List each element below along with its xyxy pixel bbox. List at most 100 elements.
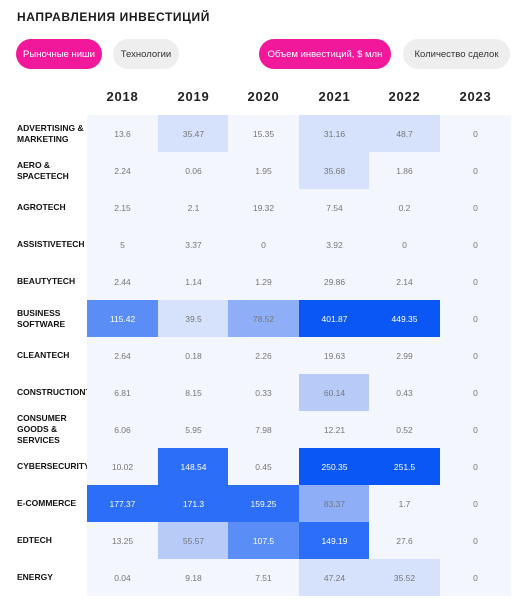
value-cell[interactable]: 2.99 xyxy=(369,337,440,374)
year-header-2019: 2019 xyxy=(177,88,210,104)
value-cell[interactable]: 0.06 xyxy=(158,152,229,189)
value-cell[interactable]: 2.15 xyxy=(87,189,158,226)
table-row: CLEANTECH 2.64 0.18 2.26 19.63 2.99 0 xyxy=(0,337,518,374)
value-cell[interactable]: 35.47 xyxy=(158,115,229,152)
value-cell[interactable]: 3.92 xyxy=(299,226,370,263)
value-cell[interactable]: 0 xyxy=(440,226,511,263)
value-cell[interactable]: 13.6 xyxy=(87,115,158,152)
value-cell[interactable]: 2.14 xyxy=(369,263,440,300)
value-cell[interactable]: 177.37 xyxy=(87,485,158,522)
value-cell[interactable]: 449.35 xyxy=(369,300,440,337)
value-cell[interactable]: 60.14 xyxy=(299,374,370,411)
value-cell[interactable]: 149.19 xyxy=(299,522,370,559)
table-row: AERO & SPACETECH 2.24 0.06 1.95 35.68 1.86 0 xyxy=(0,152,518,189)
value-cell[interactable]: 0 xyxy=(440,522,511,559)
value-cell[interactable]: 0.52 xyxy=(369,411,440,448)
value-cell[interactable]: 1.95 xyxy=(228,152,299,189)
row-label: ASSISTIVETECH xyxy=(17,239,85,249)
value-cell[interactable]: 10.02 xyxy=(87,448,158,485)
filter-technologies-button[interactable]: Технологии xyxy=(113,39,179,69)
row-label: CLEANTECH xyxy=(17,350,70,360)
value-cell[interactable]: 0 xyxy=(440,485,511,522)
value-cell[interactable]: 250.35 xyxy=(299,448,370,485)
value-cell[interactable]: 2.24 xyxy=(87,152,158,189)
value-cell[interactable]: 5.95 xyxy=(158,411,229,448)
year-header-2018: 2018 xyxy=(106,88,139,104)
value-cell[interactable]: 7.98 xyxy=(228,411,299,448)
value-cell[interactable]: 2.64 xyxy=(87,337,158,374)
value-cell[interactable]: 35.52 xyxy=(369,559,440,596)
value-cell[interactable]: 0 xyxy=(440,152,511,189)
value-cell[interactable]: 35.68 xyxy=(299,152,370,189)
value-cell[interactable]: 2.1 xyxy=(158,189,229,226)
value-cell[interactable]: 47.24 xyxy=(299,559,370,596)
value-cell[interactable]: 2.26 xyxy=(228,337,299,374)
table-row: BUSINESS SOFTWARE 115.42 39.5 78.52 401.87 44… xyxy=(0,300,518,337)
value-cell[interactable]: 0 xyxy=(440,115,511,152)
row-label: CYBERSECURITY xyxy=(17,461,90,471)
value-cell[interactable]: 0 xyxy=(440,448,511,485)
value-cell[interactable]: 107.5 xyxy=(228,522,299,559)
value-cell[interactable]: 0 xyxy=(440,411,511,448)
value-cell[interactable]: 0.43 xyxy=(369,374,440,411)
value-cell[interactable]: 0.18 xyxy=(158,337,229,374)
value-cell[interactable]: 5 xyxy=(87,226,158,263)
year-header-2021: 2021 xyxy=(318,88,351,104)
metric-investment-volume-button[interactable]: Объем инвестиций, $ млн xyxy=(259,39,391,69)
value-cell[interactable]: 115.42 xyxy=(87,300,158,337)
value-cell[interactable]: 148.54 xyxy=(158,448,229,485)
row-label: CONSTRUCTIONTECH xyxy=(17,387,109,397)
value-cell[interactable]: 7.54 xyxy=(299,189,370,226)
value-cell[interactable]: 0 xyxy=(440,559,511,596)
value-cell[interactable]: 0.45 xyxy=(228,448,299,485)
value-cell[interactable]: 0 xyxy=(440,300,511,337)
value-cell[interactable]: 0.04 xyxy=(87,559,158,596)
table-row: CONSTRUCTIONTECH 6.81 8.15 0.33 60.14 0.43 0 xyxy=(0,374,518,411)
value-cell[interactable]: 78.52 xyxy=(228,300,299,337)
row-label: BUSINESS SOFTWARE xyxy=(17,307,66,329)
value-cell[interactable]: 8.15 xyxy=(158,374,229,411)
value-cell[interactable]: 2.44 xyxy=(87,263,158,300)
value-cell[interactable]: 159.25 xyxy=(228,485,299,522)
table-row: ADVERTISING & MARKETING 13.6 35.47 15.35 31.… xyxy=(0,115,518,152)
value-cell[interactable]: 251.5 xyxy=(369,448,440,485)
value-cell[interactable]: 0.33 xyxy=(228,374,299,411)
value-cell[interactable]: 0 xyxy=(440,337,511,374)
value-cell[interactable]: 0 xyxy=(369,226,440,263)
value-cell[interactable]: 15.35 xyxy=(228,115,299,152)
value-cell[interactable]: 1.29 xyxy=(228,263,299,300)
value-cell[interactable]: 0 xyxy=(440,189,511,226)
value-cell[interactable]: 13.25 xyxy=(87,522,158,559)
value-cell[interactable]: 0 xyxy=(440,374,511,411)
value-cell[interactable]: 27.6 xyxy=(369,522,440,559)
value-cell[interactable]: 39.5 xyxy=(158,300,229,337)
value-cell[interactable]: 401.87 xyxy=(299,300,370,337)
value-cell[interactable]: 29.86 xyxy=(299,263,370,300)
value-cell[interactable]: 19.63 xyxy=(299,337,370,374)
value-cell[interactable]: 19.32 xyxy=(228,189,299,226)
value-cell[interactable]: 1.7 xyxy=(369,485,440,522)
value-cell[interactable]: 3.37 xyxy=(158,226,229,263)
value-cell[interactable]: 0 xyxy=(228,226,299,263)
value-cell[interactable]: 6.06 xyxy=(87,411,158,448)
value-cell[interactable]: 6.81 xyxy=(87,374,158,411)
row-label: BEAUTYTECH xyxy=(17,276,76,286)
value-cell[interactable]: 171.3 xyxy=(158,485,229,522)
value-cell[interactable]: 83.37 xyxy=(299,485,370,522)
value-cell[interactable]: 55.57 xyxy=(158,522,229,559)
table-row: E-COMMERCE 177.37 171.3 159.25 83.37 1.7 0 xyxy=(0,485,518,522)
value-cell[interactable]: 9.18 xyxy=(158,559,229,596)
value-cell[interactable]: 1.86 xyxy=(369,152,440,189)
value-cell[interactable]: 31.16 xyxy=(299,115,370,152)
value-cell[interactable]: 12.21 xyxy=(299,411,370,448)
value-cell[interactable]: 1.14 xyxy=(158,263,229,300)
table-row: ASSISTIVETECH 5 3.37 0 3.92 0 0 xyxy=(0,226,518,263)
value-cell[interactable]: 0 xyxy=(440,263,511,300)
metric-deal-count-button[interactable]: Количество сделок xyxy=(403,39,510,69)
value-cell[interactable]: 48.7 xyxy=(369,115,440,152)
filter-market-niches-button[interactable]: Рыночные ниши xyxy=(16,39,102,69)
page-title: НАПРАВЛЕНИЯ ИНВЕСТИЦИЙ xyxy=(17,10,210,24)
value-cell[interactable]: 0.2 xyxy=(369,189,440,226)
table-row: AGROTECH 2.15 2.1 19.32 7.54 0.2 0 xyxy=(0,189,518,226)
value-cell[interactable]: 7.51 xyxy=(228,559,299,596)
